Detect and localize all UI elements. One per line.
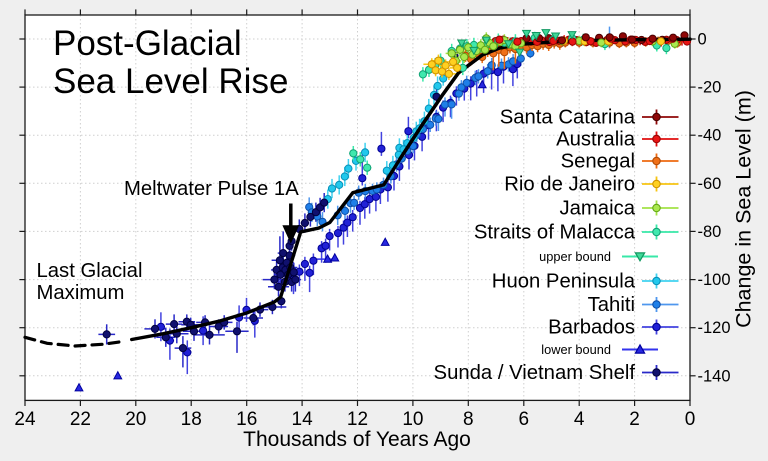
svg-text:-60: -60 (698, 175, 722, 193)
svg-text:Sunda / Vietnam Shelf: Sunda / Vietnam Shelf (434, 362, 636, 384)
svg-text:lower bound: lower bound (541, 342, 611, 357)
svg-text:0: 0 (698, 31, 707, 49)
svg-text:Last Glacial: Last Glacial (37, 260, 143, 282)
svg-text:24: 24 (14, 409, 36, 430)
svg-text:Jamaica: Jamaica (559, 198, 635, 220)
svg-text:Sea Level Rise: Sea Level Rise (53, 62, 288, 101)
svg-text:Senegal: Senegal (561, 151, 635, 173)
svg-text:6: 6 (519, 409, 530, 430)
svg-text:Meltwater Pulse 1A: Meltwater Pulse 1A (124, 178, 299, 200)
svg-text:Huon Peninsula: Huon Peninsula (492, 271, 636, 293)
svg-text:-20: -20 (698, 79, 722, 97)
svg-text:Santa Catarina: Santa Catarina (500, 107, 636, 129)
svg-text:upper bound: upper bound (539, 249, 611, 264)
svg-text:22: 22 (70, 409, 91, 430)
svg-text:10: 10 (402, 409, 423, 430)
svg-text:-140: -140 (698, 367, 731, 385)
svg-text:Tahiti: Tahiti (588, 294, 635, 316)
svg-text:Thousands of Years Ago: Thousands of Years Ago (243, 428, 471, 451)
svg-text:Straits of Malacca: Straits of Malacca (474, 222, 636, 244)
svg-text:4: 4 (574, 409, 585, 430)
svg-text:18: 18 (181, 409, 202, 430)
svg-text:20: 20 (125, 409, 146, 430)
svg-text:16: 16 (236, 409, 257, 430)
svg-text:Australia: Australia (556, 129, 636, 151)
svg-text:Rio de Janeiro: Rio de Janeiro (504, 174, 635, 196)
svg-text:Post-Glacial: Post-Glacial (53, 24, 242, 63)
svg-text:-120: -120 (698, 319, 731, 337)
svg-text:Maximum: Maximum (37, 282, 125, 304)
svg-text:Barbados: Barbados (548, 317, 635, 339)
svg-text:12: 12 (347, 409, 368, 430)
svg-text:2: 2 (629, 409, 640, 430)
svg-text:-100: -100 (698, 271, 731, 289)
svg-text:8: 8 (463, 409, 474, 430)
svg-text:-80: -80 (698, 223, 722, 241)
svg-text:Change in Sea Level (m): Change in Sea Level (m) (732, 90, 756, 328)
svg-text:-40: -40 (698, 127, 722, 145)
svg-text:0: 0 (685, 409, 696, 430)
svg-text:14: 14 (292, 409, 314, 430)
